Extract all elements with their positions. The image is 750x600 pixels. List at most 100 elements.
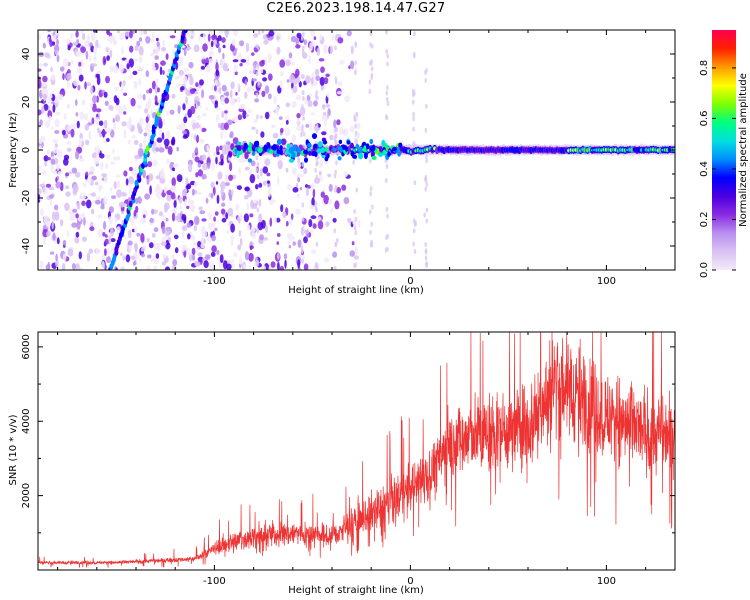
noise-speckle: [222, 52, 225, 60]
carrier-blob: [371, 144, 376, 152]
noise-speckle: [285, 115, 290, 122]
noise-speckle: [305, 75, 311, 84]
noise-speckle: [71, 263, 76, 270]
noise-speckle: [136, 40, 141, 47]
noise-speckle: [93, 30, 97, 33]
noise-speckle: [43, 93, 47, 102]
noise-speckle: [75, 30, 79, 38]
noise-speckle: [190, 203, 196, 213]
noise-speckle: [44, 52, 50, 58]
noise-speckle: [194, 260, 198, 267]
noise-column-speckle: [334, 76, 338, 82]
noise-column-speckle: [354, 216, 358, 222]
carrier-blob: [291, 151, 296, 159]
noise-speckle: [236, 185, 242, 191]
noise-speckle: [167, 145, 173, 155]
noise-column-speckle: [256, 114, 259, 120]
noise-column-speckle: [385, 97, 389, 102]
noise-speckle: [83, 216, 86, 226]
noise-speckle: [244, 79, 248, 86]
noise-speckle: [150, 52, 155, 57]
noise-speckle: [251, 126, 256, 130]
noise-speckle: [303, 39, 307, 45]
noise-speckle: [137, 196, 142, 204]
noise-speckle: [81, 99, 86, 106]
noise-speckle: [225, 212, 229, 220]
noise-speckle: [134, 154, 140, 160]
noise-speckle: [118, 201, 125, 208]
noise-speckle: [57, 94, 64, 101]
noise-column-speckle: [412, 111, 415, 117]
y-tick-label: 0: [21, 147, 32, 153]
noise-speckle: [84, 139, 90, 146]
noise-column-speckle: [336, 238, 339, 243]
noise-speckle: [78, 61, 82, 67]
noise-speckle: [104, 46, 111, 52]
noise-column-speckle: [386, 213, 389, 219]
noise-speckle: [311, 197, 315, 207]
noise-speckle: [316, 47, 321, 56]
noise-speckle: [160, 60, 166, 66]
noise-speckle: [229, 89, 233, 99]
noise-speckle: [102, 55, 107, 66]
noise-speckle: [184, 188, 188, 193]
noise-speckle: [39, 208, 45, 216]
noise-speckle: [128, 166, 133, 172]
noise-speckle: [220, 96, 226, 106]
noise-speckle: [133, 139, 139, 146]
noise-speckle: [275, 32, 282, 42]
noise-speckle: [210, 251, 216, 257]
noise-column-speckle: [425, 182, 429, 188]
noise-speckle: [214, 85, 217, 92]
noise-speckle: [302, 116, 305, 121]
noise-speckle: [123, 129, 127, 139]
noise-speckle: [318, 58, 325, 62]
noise-speckle: [159, 66, 163, 76]
noise-speckle: [162, 40, 166, 47]
noise-speckle: [132, 261, 136, 266]
noise-speckle: [215, 69, 220, 77]
noise-speckle: [237, 244, 241, 251]
noise-speckle: [109, 49, 113, 58]
noise-speckle: [56, 54, 60, 63]
noise-speckle: [119, 35, 124, 41]
carrier-blob: [257, 147, 263, 153]
noise-speckle: [297, 176, 300, 183]
noise-speckle: [169, 35, 176, 39]
noise-speckle: [104, 100, 109, 107]
noise-speckle: [56, 162, 60, 171]
noise-speckle: [161, 132, 165, 140]
noise-speckle: [75, 171, 81, 178]
noise-speckle: [88, 176, 92, 185]
noise-speckle: [49, 94, 53, 99]
noise-speckle: [211, 234, 217, 242]
noise-column-speckle: [334, 45, 337, 51]
noise-speckle: [264, 111, 270, 120]
noise-speckle: [214, 107, 221, 111]
carrier-blob: [303, 157, 309, 163]
carrier-blob: [313, 143, 318, 149]
noise-speckle: [110, 105, 114, 111]
noise-speckle: [112, 147, 115, 154]
noise-speckle: [208, 261, 215, 270]
noise-speckle: [296, 117, 300, 127]
noise-speckle: [310, 30, 316, 37]
noise-speckle: [196, 134, 199, 144]
noise-speckle: [89, 165, 95, 174]
noise-speckle: [122, 255, 126, 261]
noise-column-speckle: [423, 212, 427, 218]
noise-column-speckle: [369, 191, 373, 197]
noise-speckle: [62, 73, 65, 80]
noise-speckle: [264, 158, 271, 166]
noise-speckle: [221, 84, 227, 92]
noise-speckle: [162, 118, 166, 126]
noise-column-speckle: [334, 133, 338, 139]
noise-speckle: [130, 97, 136, 107]
noise-speckle: [75, 99, 78, 106]
noise-speckle: [315, 75, 321, 81]
noise-column-speckle: [354, 41, 358, 47]
noise-speckle: [88, 192, 92, 197]
noise-speckle: [207, 147, 211, 156]
noise-speckle: [156, 37, 159, 42]
carrier-blob: [251, 151, 256, 156]
